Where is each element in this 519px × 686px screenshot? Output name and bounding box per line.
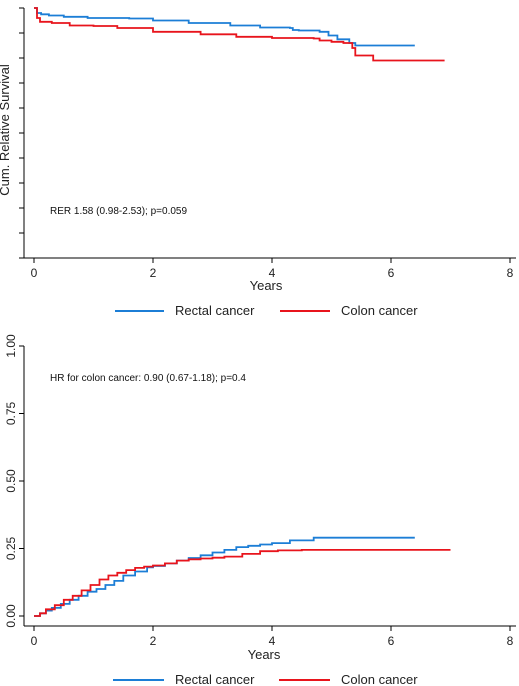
x-tick-label-8: 8 (507, 634, 514, 648)
top-y-axis-ticks (19, 7, 24, 259)
y-tick-label-0.75: 0.75 (4, 401, 18, 425)
top-series-rectal-line (34, 7, 415, 47)
top-legend-rectal-label: Rectal cancer (175, 303, 255, 318)
y-tick-label-0.25: 0.25 (4, 536, 18, 560)
bottom-annotation: HR for colon cancer: 0.90 (0.67-1.18); p… (50, 373, 246, 384)
y-tick-label-0.50: 0.50 (4, 469, 18, 493)
x-tick-label-4: 4 (269, 634, 276, 648)
bottom-series-colon-line (34, 549, 451, 617)
top-annotation: RER 1.58 (0.98-2.53); p=0.059 (50, 206, 187, 217)
y-tick-label-0.00: 0.00 (4, 604, 18, 628)
bottom-chart: 0.00 0.25 0.50 0.75 1.00 0 2 4 6 8 Years HR for … (4, 334, 516, 686)
top-y-axis-title: Cum. Relative Survival (0, 64, 12, 196)
x-tick-label-2: 2 (150, 266, 157, 280)
x-tick-label-4: 4 (269, 266, 276, 280)
bottom-legend-colon-label: Colon cancer (341, 672, 418, 686)
bottom-x-axis-ticks: 0 2 4 6 8 (31, 626, 514, 648)
x-tick-label-0: 0 (31, 634, 38, 648)
top-series-colon-line (34, 7, 445, 62)
top-chart: 0 2 4 6 8 Cum. Relative Survival Years RER 1… (0, 7, 516, 318)
x-tick-label-0: 0 (31, 266, 38, 280)
top-legend: Rectal cancer Colon cancer (115, 303, 418, 318)
bottom-legend: Rectal cancer Colon cancer (113, 672, 418, 686)
bottom-y-axis-ticks: 0.00 0.25 0.50 0.75 1.00 (4, 334, 24, 628)
bottom-legend-rectal-label: Rectal cancer (175, 672, 255, 686)
y-tick-label-1.00: 1.00 (4, 334, 18, 358)
x-tick-label-2: 2 (150, 634, 157, 648)
x-tick-label-8: 8 (507, 266, 514, 280)
top-legend-colon-label: Colon cancer (341, 303, 418, 318)
bottom-x-axis-title: Years (248, 647, 281, 662)
top-x-axis-ticks: 0 2 4 6 8 (31, 258, 514, 280)
x-tick-label-6: 6 (388, 634, 395, 648)
x-tick-label-6: 6 (388, 266, 395, 280)
top-x-axis-title: Years (250, 278, 283, 293)
